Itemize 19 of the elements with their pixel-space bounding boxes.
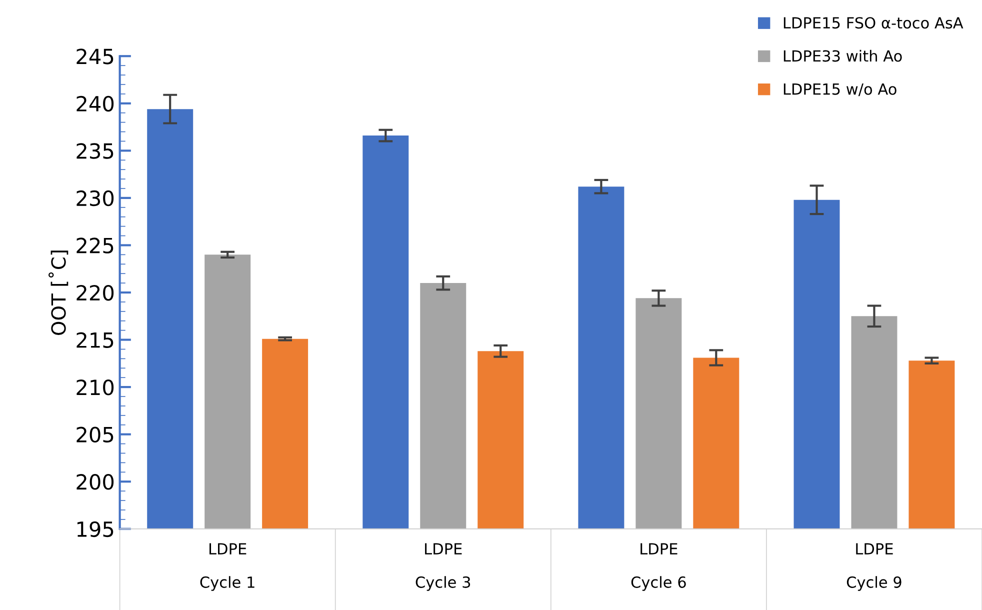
y-tick-label: 245 bbox=[76, 48, 114, 64]
y-tick-label: 230 bbox=[76, 190, 114, 206]
category-label: LDPE Cycle 6 bbox=[631, 543, 686, 591]
category-label: LDPE Cycle 9 bbox=[846, 543, 902, 591]
y-tick-label: 240 bbox=[76, 96, 114, 112]
y-tick-label: 215 bbox=[76, 332, 114, 348]
legend-label: LDPE15 FSO α-toco AsA bbox=[784, 17, 964, 29]
legend-label: LDPE15 w/o Ao bbox=[784, 84, 896, 96]
y-axis-title: OOT [˚C] bbox=[48, 250, 68, 335]
category-label: LDPE Cycle 1 bbox=[200, 543, 254, 591]
category-label: LDPE Cycle 3 bbox=[416, 543, 470, 591]
y-tick-label: 200 bbox=[76, 474, 114, 490]
y-tick-label: 195 bbox=[77, 521, 114, 538]
y-tick-label: 210 bbox=[76, 380, 114, 396]
y-tick-label: 220 bbox=[76, 284, 114, 301]
y-tick-label: 205 bbox=[76, 426, 114, 443]
legend-label: LDPE33 with Ao bbox=[784, 50, 902, 62]
y-tick-label: 225 bbox=[76, 238, 114, 254]
y-tick-label: 235 bbox=[76, 143, 114, 159]
